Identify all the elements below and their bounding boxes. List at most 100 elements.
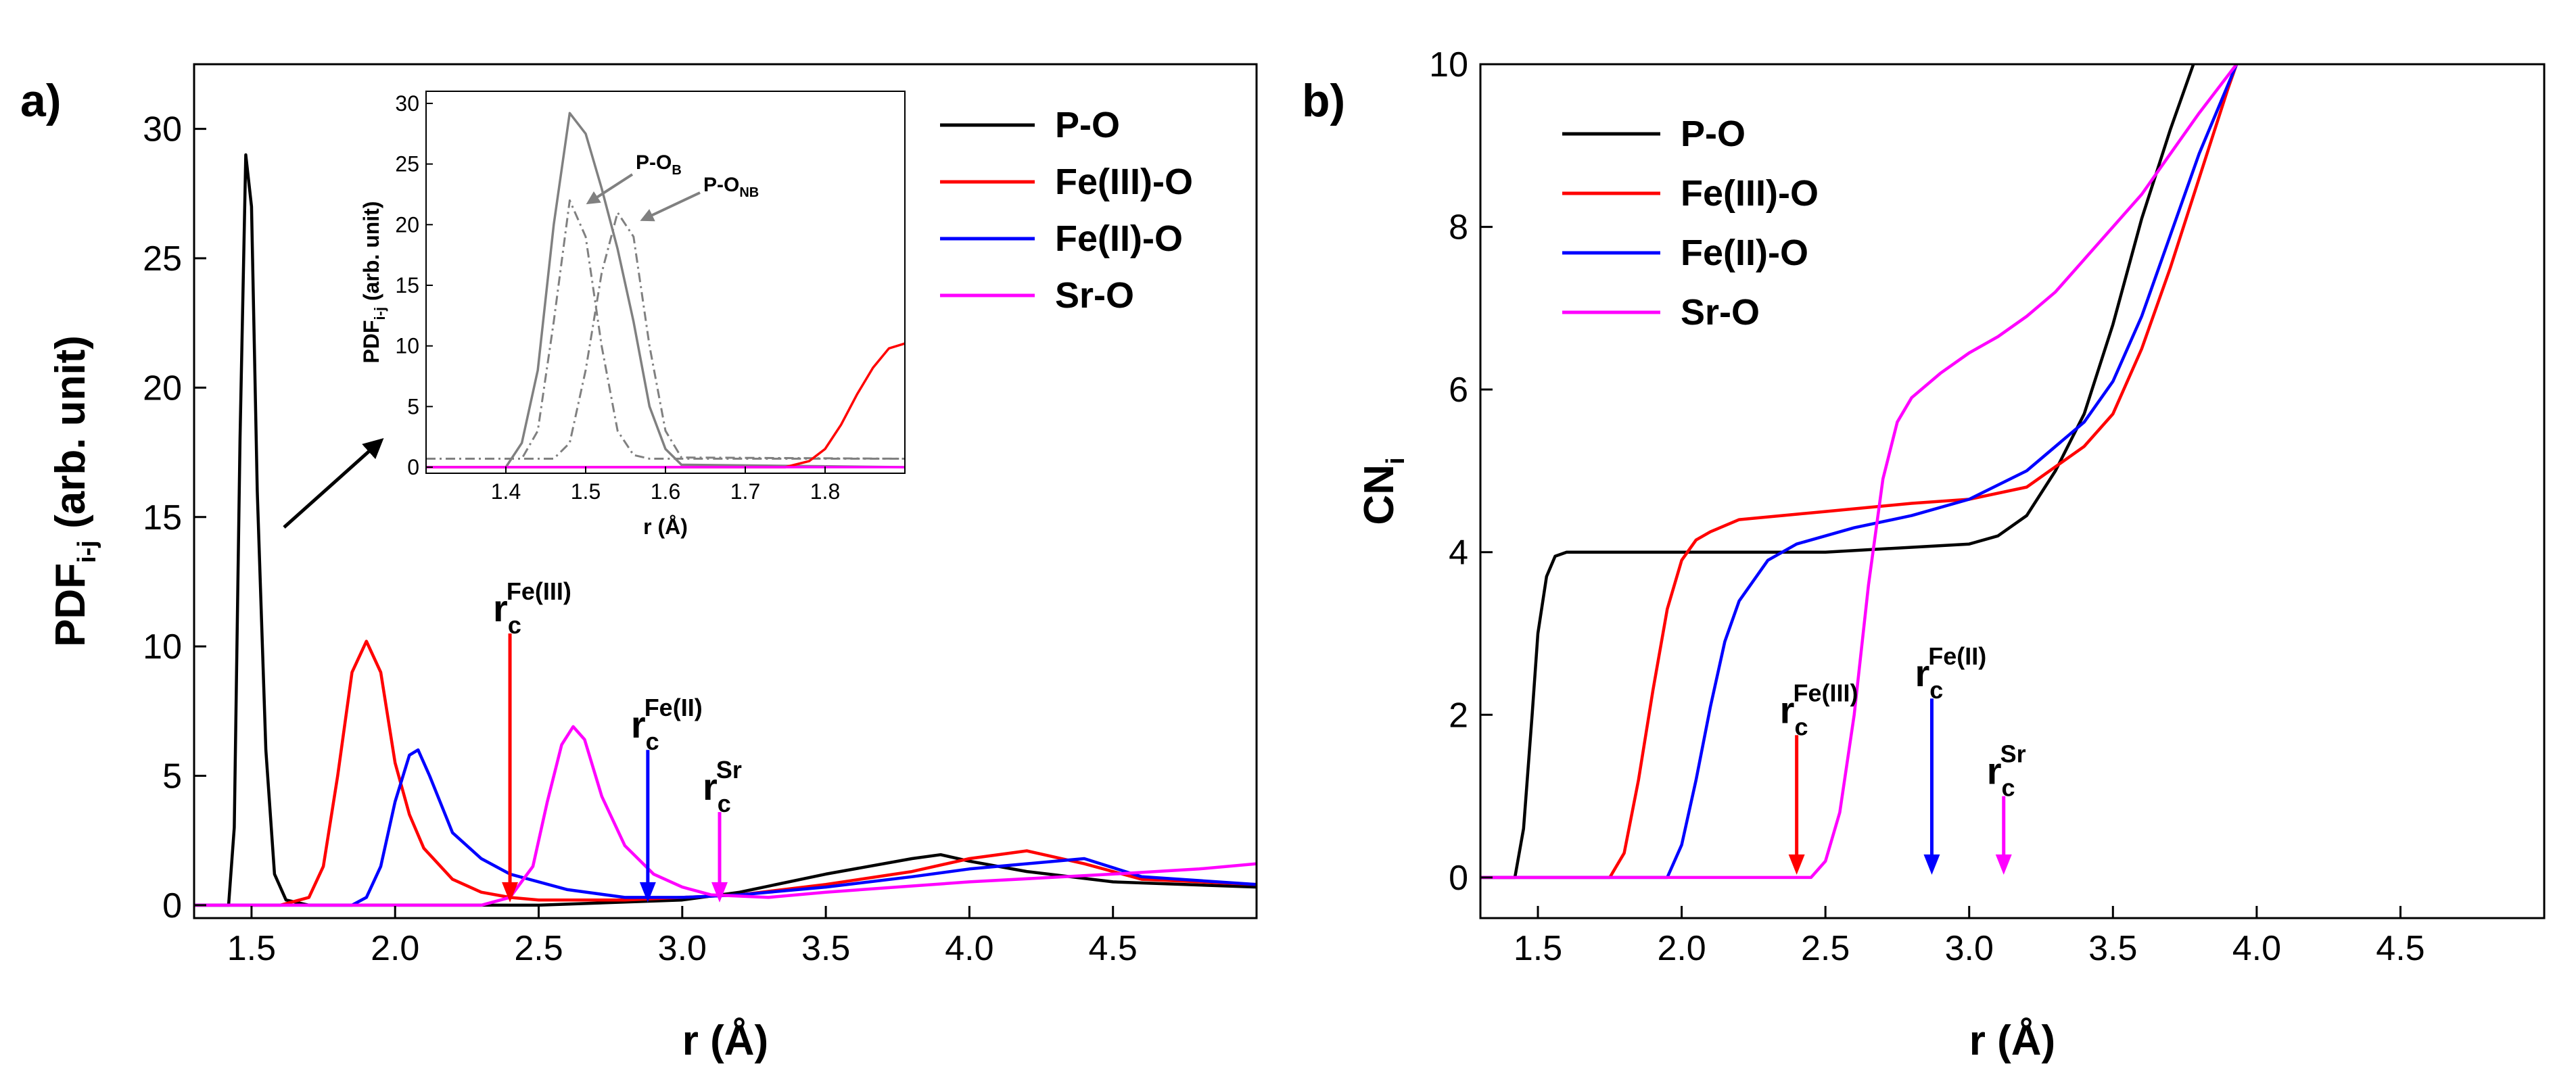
rc-main: r: [1987, 750, 2002, 792]
inset-series-P-O total: [426, 112, 906, 469]
rc-sub: c: [2002, 774, 2015, 802]
inset-series-P-O_NB: [426, 211, 906, 460]
inset-plot: 1.4 1.5 1.6 1.7 1.8 0 5 10 15 20 25 30 r (Å) PDFi-j (…: [359, 91, 906, 539]
rc-sub: c: [718, 790, 731, 817]
inset-ytick-label: 30: [395, 91, 419, 116]
panel-a: 1.5 2.0 2.5 3.0 3.5 4.0 4.5 0 5 10 15 20 25 30 r (Å) PD…: [20, 63, 1258, 1064]
axis-b-ytick-label: 0: [1449, 859, 1468, 898]
axis-b-xtick-label: 1.5: [1514, 929, 1562, 968]
legend-b-label: Fe(II)-O: [1681, 233, 1808, 273]
legend-b-label: Sr-O: [1681, 292, 1760, 333]
annotation-b-rc-arrow-head: [1788, 854, 1805, 875]
xlabel-a: r (Å): [682, 1017, 768, 1064]
annotation-b-rc-arrow-head: [1995, 854, 2012, 875]
inset-label-arrow: [640, 191, 701, 222]
axis-a-ytick-label: 30: [143, 110, 182, 149]
rc-sup: Sr: [716, 756, 742, 784]
axis-a-xtick-label: 3.5: [801, 929, 850, 968]
legend-a-label: Fe(III)-O: [1055, 162, 1193, 202]
inset-xtick-label: 1.7: [730, 479, 760, 504]
inset-series-Fe(III)-O: [426, 342, 906, 469]
inset-xtick-label: 1.8: [810, 479, 840, 504]
series-line-b-Fe(III)-O: [1480, 64, 2239, 880]
inset-label-arrow: [586, 173, 634, 205]
series-line-a-Sr-O: [194, 725, 1257, 907]
legend-b-label: Fe(III)-O: [1681, 173, 1819, 214]
axis-b-ytick-label: 10: [1429, 45, 1468, 85]
rc-sup: Fe(II): [1928, 642, 1986, 670]
inset-ylabel-sub: i-j: [371, 307, 388, 320]
rc-sub: c: [508, 611, 521, 639]
ylabel-a-rest: (arb. unit): [47, 335, 94, 540]
rc-sup: Fe(III): [507, 577, 571, 605]
axis-b-xtick-label: 2.0: [1657, 929, 1706, 968]
inset-background: [426, 91, 905, 473]
rc-sub: c: [1929, 676, 1943, 704]
axis-a-xtick-label: 4.0: [945, 929, 993, 968]
annotation-b-rc-arrow-head: [1923, 854, 1940, 875]
axis-a-xtick-label: 3.0: [658, 929, 707, 968]
series-line-b-P-O: [1480, 64, 2195, 880]
annotation-b-rc-label: rc Fe(II): [1915, 642, 1986, 704]
rc-sup: Sr: [2000, 740, 2026, 768]
inset-ytick-label: 0: [407, 455, 419, 479]
inset-ytick-label: 5: [407, 394, 419, 418]
legend-a-label: Sr-O: [1055, 275, 1134, 316]
inset-ytick-label: 10: [395, 334, 419, 358]
axis-b-xtick-label: 3.0: [1945, 929, 1994, 968]
inset-xtick-label: 1.4: [491, 479, 521, 504]
panel-b: 1.5 2.0 2.5 3.0 3.5 4.0 4.5 0 2 4 6 8 10 r (Å) CNi b) P-…: [1302, 45, 2546, 1064]
inset-ylabel-main: PDF: [359, 320, 383, 363]
rc-sub: c: [646, 727, 659, 755]
rc-main: r: [493, 587, 508, 629]
xlabel-b: r (Å): [1969, 1017, 2055, 1064]
annotation-a-rc-label: rc Fe(II): [631, 694, 703, 755]
axis-a-ytick-label: 5: [162, 757, 182, 796]
axis-b-ytick-label: 2: [1449, 696, 1468, 735]
axis-a-xtick-label: 2.5: [514, 929, 563, 968]
axis-a-ytick-label: 20: [143, 368, 182, 408]
legend-a-label: Fe(II)-O: [1055, 218, 1183, 259]
inset-ytick-label: 25: [395, 152, 419, 176]
inset-label-main: P-O: [703, 174, 739, 196]
axis-a-xtick-label: 4.5: [1089, 929, 1138, 968]
annotation-a-rc-label: rc Sr: [703, 756, 742, 817]
ylabel-a: PDFi-j (arb. unit): [47, 335, 101, 647]
inset-label: P-ONB: [703, 174, 759, 200]
panel-label-b: b): [1302, 75, 1345, 126]
rc-sup: Fe(III): [1793, 679, 1858, 706]
axis-b-xtick-label: 3.5: [2088, 929, 2137, 968]
axis-b-ytick-label: 4: [1449, 533, 1468, 573]
series-group-b: [1480, 64, 2239, 880]
inset-xlabel: r (Å): [643, 514, 688, 539]
inset-xtick-label: 1.5: [571, 479, 601, 504]
annotation-a-rc-label: rc Fe(III): [493, 577, 571, 639]
rc-main: r: [631, 703, 646, 746]
inset-ylabel-rest: (arb. unit): [359, 201, 383, 307]
axis-b-xtick-label: 4.5: [2376, 929, 2425, 968]
axis-b-ytick-label: 6: [1449, 370, 1468, 410]
axis-a-ytick-label: 15: [143, 498, 182, 537]
axis-b-xtick-label: 4.0: [2232, 929, 2281, 968]
axis-b-xtick-label: 2.5: [1801, 929, 1850, 968]
inset-label-sub: NB: [739, 185, 759, 200]
annotation-b-rc-label: rc Fe(III): [1780, 679, 1858, 740]
legend-b-label: P-O: [1681, 114, 1746, 154]
inset-label-sub: B: [672, 163, 681, 178]
axis-b-ytick-label: 8: [1449, 208, 1468, 247]
rc-main: r: [1780, 688, 1795, 731]
series-line-b-Sr-O: [1480, 64, 2238, 880]
inset-ytick-label: 20: [395, 212, 419, 237]
ylabel-b-sub: i: [1382, 457, 1410, 464]
rc-main: r: [703, 765, 718, 808]
axis-a-xtick-label: 2.0: [371, 929, 419, 968]
ylabel-b-main: CN: [1356, 464, 1403, 525]
axis-a-frame: [193, 63, 1258, 919]
annotation-a-rc-arrow-head: [502, 882, 519, 903]
rc-sup: Fe(II): [645, 694, 703, 721]
axis-b-frame: [1479, 63, 2546, 919]
panel-label-a: a): [20, 75, 61, 126]
axis-a-ytick-label: 10: [143, 627, 182, 667]
inset-ylabel: PDFi-j (arb. unit): [359, 201, 388, 364]
